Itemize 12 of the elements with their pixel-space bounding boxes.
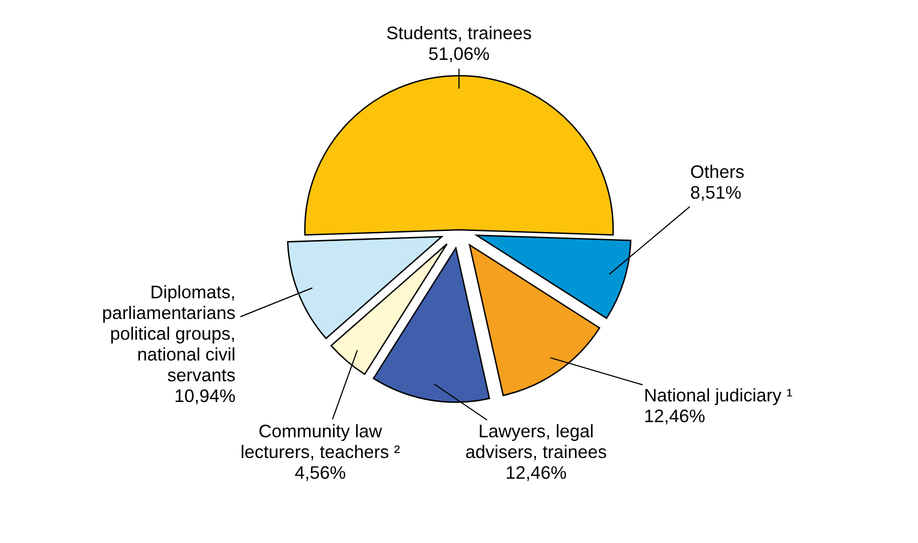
slice-label: National judiciary ¹ — [645, 388, 792, 406]
slice-label: Students, trainees — [387, 26, 532, 42]
data-label: 12,46% — [506, 466, 566, 482]
slice-label: Community law lecturers, teachers ² — [242, 424, 400, 460]
slice-label: Lawyers, legal advisers, trainees — [466, 424, 606, 460]
data-label: 8,51% — [690, 186, 741, 201]
data-label: 12,46% — [645, 410, 705, 424]
data-label: 10,94% — [176, 389, 235, 404]
data-label: 51,06% — [429, 47, 489, 62]
slice-label: Diplomats, parliamentarians political groups, national civil servants — [103, 285, 235, 382]
data-label: 4,56% — [295, 466, 346, 482]
slice-label: Others — [691, 164, 744, 178]
